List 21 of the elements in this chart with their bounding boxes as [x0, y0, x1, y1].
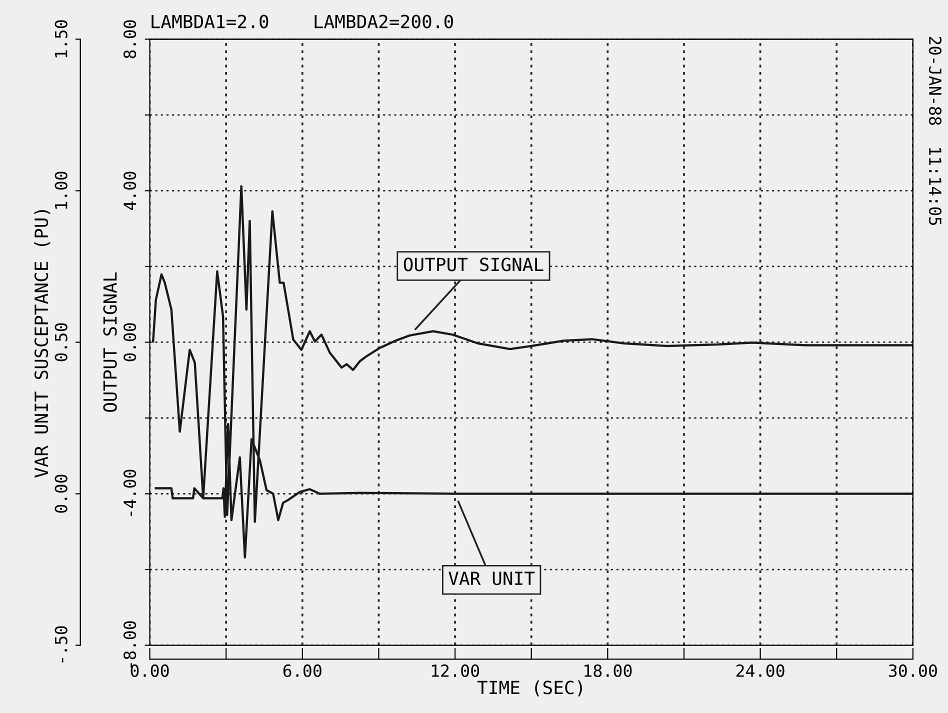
x-axis-title: TIME (SEC) — [477, 680, 582, 696]
y-tick-label: 8.00 — [124, 20, 136, 58]
y2-tick-label: 1.50 — [54, 20, 68, 58]
y-tick-label: 0.00 — [124, 323, 136, 362]
text: VAR UNIT — [448, 572, 535, 586]
y-tick-label: 4.00 — [124, 172, 136, 210]
y2-axis-title: VAR UNIT SUSCEPTANCE (PU) — [34, 210, 50, 478]
y-tick-label: -4.00 — [124, 470, 136, 516]
x-tick-label: 24.00 — [736, 664, 784, 678]
y2-tick-label: 1.00 — [54, 172, 68, 209]
text: 20-JAN-88 11:14:05 — [928, 36, 942, 225]
y2-tick-label: 0.50 — [54, 323, 68, 362]
x-tick-label: 30.00 — [888, 664, 937, 678]
y-axis-title: OUTPUT SIGNAL — [103, 272, 117, 412]
chart-title: LAMBDA1=2.0 LAMBDA2=200.0 — [152, 14, 453, 28]
y2-tick-label: -.50 — [54, 626, 68, 662]
x-tick-label: 6.00 — [283, 664, 322, 678]
y2-tick-label: 0.00 — [54, 474, 68, 513]
text: OUTPUT SIGNAL — [404, 258, 544, 272]
x-tick-label: 12.00 — [432, 664, 480, 678]
x-tick-label: 18.00 — [584, 664, 632, 678]
